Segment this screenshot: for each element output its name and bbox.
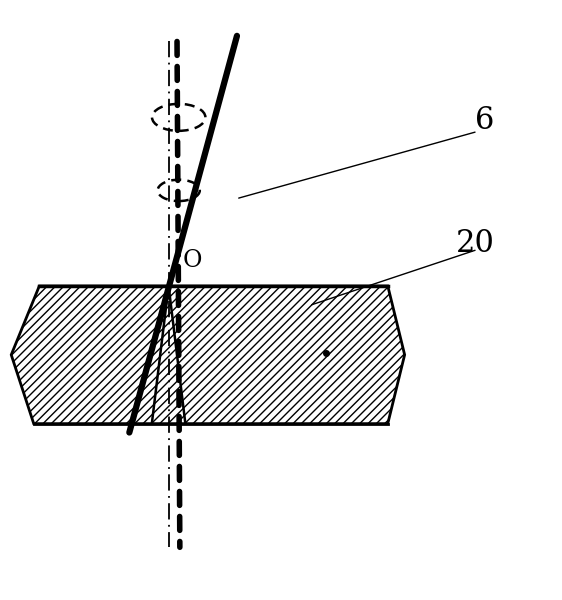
Polygon shape <box>11 286 405 424</box>
Text: 20: 20 <box>456 229 495 259</box>
Text: O: O <box>183 249 202 272</box>
Text: 6: 6 <box>475 104 495 136</box>
